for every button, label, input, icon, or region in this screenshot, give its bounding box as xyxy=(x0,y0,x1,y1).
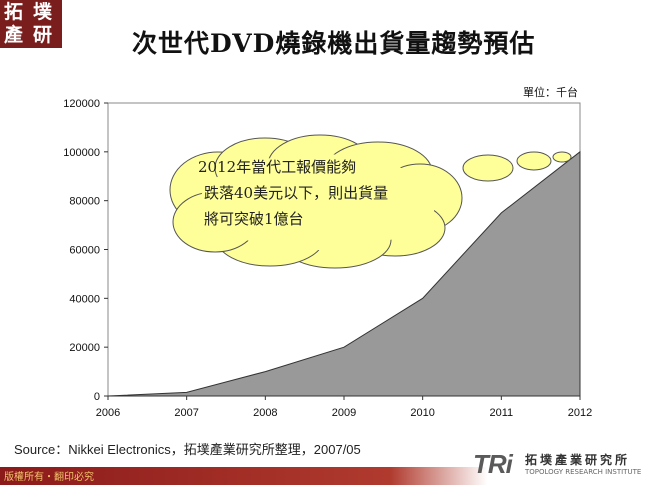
y-tick-label: 80000 xyxy=(69,196,100,208)
logo-badge: 拓 墣 產 研 xyxy=(0,0,62,48)
cloud-shape xyxy=(169,134,572,269)
footer-bar xyxy=(0,467,650,485)
brand-name: 拓墣產業研究所 xyxy=(525,453,631,467)
callout-cloud: 2012年當代工報價能夠 跌落40美元以下，則出貨量 將可突破1億台 xyxy=(169,134,572,269)
callout-line: 跌落40美元以下，則出貨量 xyxy=(204,184,388,202)
callout-line: 2012年當代工報價能夠 xyxy=(198,158,356,176)
thought-bubble xyxy=(462,154,514,182)
x-tick-label: 2008 xyxy=(253,407,277,419)
brand-logo: TRi 拓墣產業研究所 TOPOLOGY RESEARCH INSTITUTE xyxy=(473,449,642,481)
y-tick-label: 0 xyxy=(94,391,100,403)
copyright-text: 版權所有・翻印必究 xyxy=(4,472,94,483)
y-tick-label: 40000 xyxy=(69,293,100,305)
series-area xyxy=(107,150,581,397)
thought-bubble xyxy=(516,151,552,171)
y-tick-label: 120000 xyxy=(63,98,100,110)
x-tick-label: 2010 xyxy=(410,407,434,419)
logo-char: 研 xyxy=(33,24,53,46)
unit-label: 單位：千台 xyxy=(523,86,578,99)
x-tick-label: 2012 xyxy=(568,407,592,419)
y-tick-label: 100000 xyxy=(63,147,100,159)
x-tick-label: 2007 xyxy=(174,407,198,419)
x-tick-label: 2009 xyxy=(332,407,356,419)
thought-bubble xyxy=(552,151,572,163)
brand-subtitle: TOPOLOGY RESEARCH INSTITUTE xyxy=(525,468,642,476)
y-tick-label: 20000 xyxy=(69,342,100,354)
cloud-core xyxy=(200,154,436,250)
logo-char: 拓 xyxy=(4,1,24,23)
callout-line: 將可突破1億台 xyxy=(204,210,304,228)
logo-char: 產 xyxy=(4,24,24,46)
slide-title: 次世代DVD燒錄機出貨量趨勢預估 xyxy=(132,29,536,58)
source-note: Source：Nikkei Electronics，拓墣產業研究所整理，2007… xyxy=(14,442,361,457)
logo-char: 墣 xyxy=(33,1,53,23)
y-tick-label: 60000 xyxy=(69,245,100,257)
y-axis: 0 20000 40000 60000 80000 100000 120000 xyxy=(63,98,108,403)
x-tick-label: 2011 xyxy=(490,407,514,419)
x-axis: 2006 2007 2008 2009 2010 2011 2012 xyxy=(96,396,592,419)
brand-mark: TRi xyxy=(473,449,513,479)
x-tick-label: 2006 xyxy=(96,407,120,419)
